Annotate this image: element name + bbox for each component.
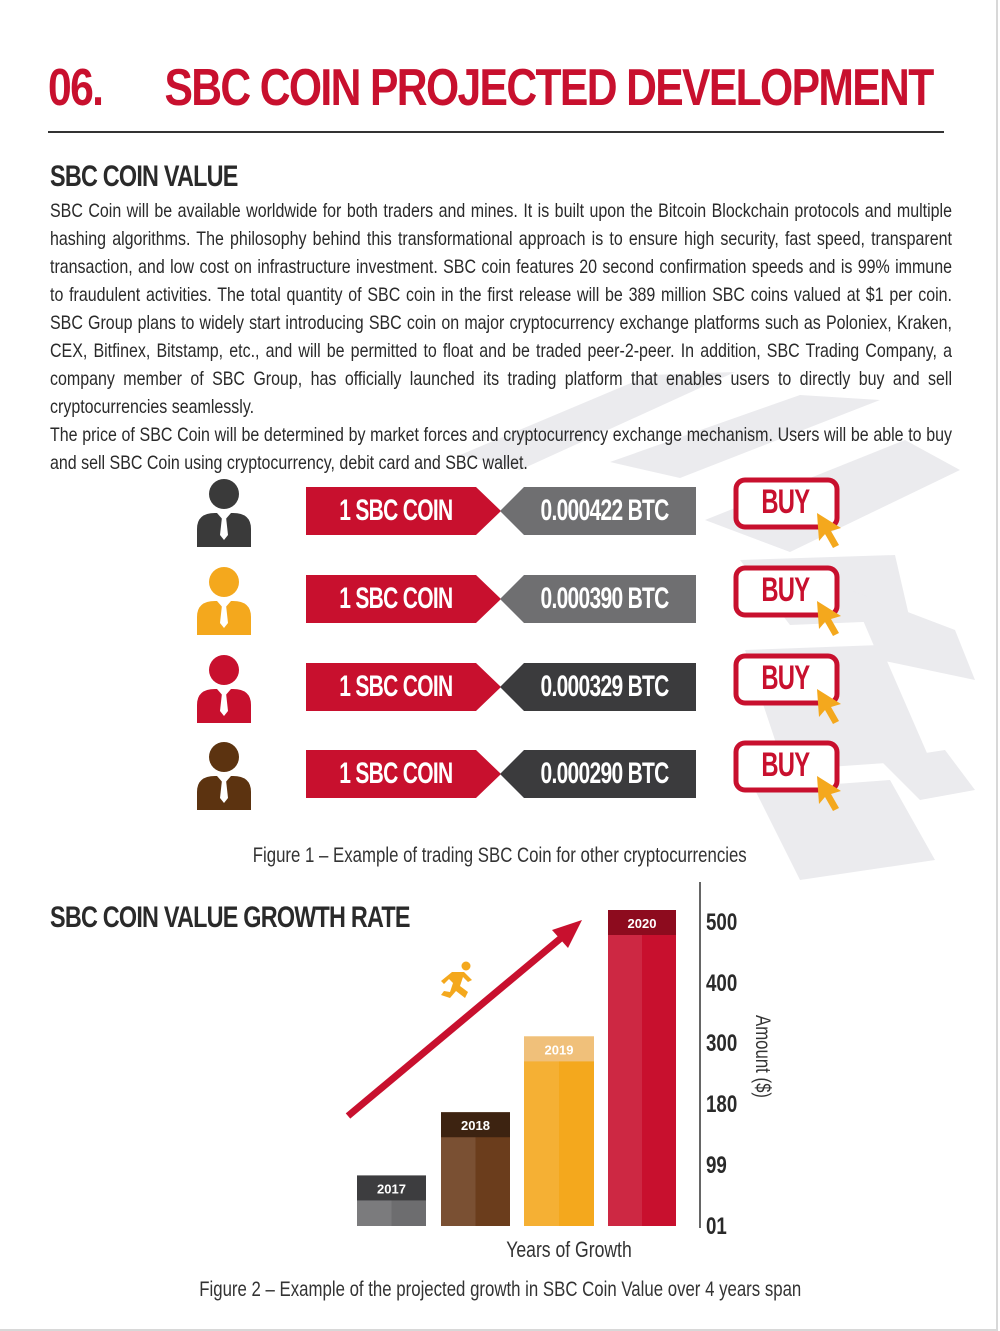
figure-2-caption: Figure 2 – Example of the projected grow… — [198, 1278, 801, 1301]
y-tick-label: 300 — [706, 1030, 737, 1057]
cursor-icon — [817, 689, 841, 724]
coin-amount-label: 1 SBC COIN — [306, 487, 501, 535]
buy-button[interactable]: BUY — [733, 653, 845, 725]
person-icon — [197, 479, 251, 547]
figure-1-caption: Figure 1 – Example of trading SBC Coin f… — [253, 844, 747, 867]
cursor-icon — [817, 601, 841, 636]
y-tick-label: 500 — [706, 909, 737, 936]
y-tick-label: 01 — [706, 1213, 727, 1240]
cursor-icon — [817, 776, 841, 811]
buy-button[interactable]: BUY — [733, 477, 845, 549]
section-number: 06. — [48, 59, 104, 117]
bar-year-label: 2018 — [461, 1118, 490, 1133]
section-heading: 06. SBC COIN PROJECTED DEVELOPMENT — [48, 58, 934, 128]
bar-2018: 2018 — [441, 1112, 510, 1226]
growth-heading: SBC COIN VALUE GROWTH RATE — [50, 901, 411, 934]
person-icon — [197, 567, 251, 635]
coin-amount-label: 1 SBC COIN — [306, 663, 501, 711]
bar — [524, 1036, 594, 1226]
bar — [608, 910, 676, 1226]
buy-button[interactable]: BUY — [733, 565, 845, 637]
bar-2017: 2017 — [357, 1175, 426, 1226]
person-icon — [197, 742, 251, 810]
coin-value-text: SBC Coin will be available worldwide for… — [50, 197, 952, 477]
trade-row: 1 SBC COIN 0.000290 BTC BUY — [0, 740, 1000, 811]
coin-value-paragraph-2: The price of SBC Coin will be determined… — [50, 424, 952, 474]
y-axis-title: Amount ($) — [750, 1015, 773, 1098]
bar-year-label: 2020 — [628, 916, 657, 931]
cursor-icon — [817, 513, 841, 548]
btc-price-label: 0.000422 BTC — [500, 487, 696, 535]
bar-2019: 2019 — [524, 1036, 594, 1226]
bar-year-tag — [524, 1036, 594, 1062]
section-title: SBC COIN PROJECTED DEVELOPMENT — [164, 59, 934, 117]
btc-price-label: 0.000290 BTC — [500, 750, 696, 798]
bar-year-tag — [441, 1112, 510, 1138]
bar-year-label: 2019 — [545, 1042, 574, 1057]
trade-row: 1 SBC COIN 0.000422 BTC BUY — [0, 477, 1000, 548]
running-man-icon — [441, 961, 472, 998]
y-tick-label: 99 — [706, 1152, 727, 1179]
bar-year-label: 2017 — [377, 1181, 406, 1196]
y-tick-label: 180 — [706, 1091, 737, 1118]
coin-value-paragraph-1: SBC Coin will be available worldwide for… — [50, 200, 952, 418]
coin-value-heading: SBC COIN VALUE — [50, 160, 238, 193]
btc-price-label: 0.000329 BTC — [500, 663, 696, 711]
bar-year-tag — [357, 1175, 426, 1201]
trade-row: 1 SBC COIN 0.000329 BTC BUY — [0, 653, 1000, 724]
coin-amount-label: 1 SBC COIN — [306, 750, 501, 798]
bar-year-tag — [608, 910, 676, 935]
coin-amount-label: 1 SBC COIN — [306, 575, 501, 623]
heading-divider — [48, 131, 944, 133]
person-icon — [197, 655, 251, 723]
trend-arrow — [345, 920, 582, 1119]
x-axis-title: Years of Growth — [506, 1238, 631, 1262]
btc-price-label: 0.000390 BTC — [500, 575, 696, 623]
trade-row: 1 SBC COIN 0.000390 BTC BUY — [0, 565, 1000, 636]
buy-button[interactable]: BUY — [733, 740, 845, 812]
bar-2020: 2020 — [608, 910, 676, 1226]
y-tick-label: 400 — [706, 970, 737, 997]
